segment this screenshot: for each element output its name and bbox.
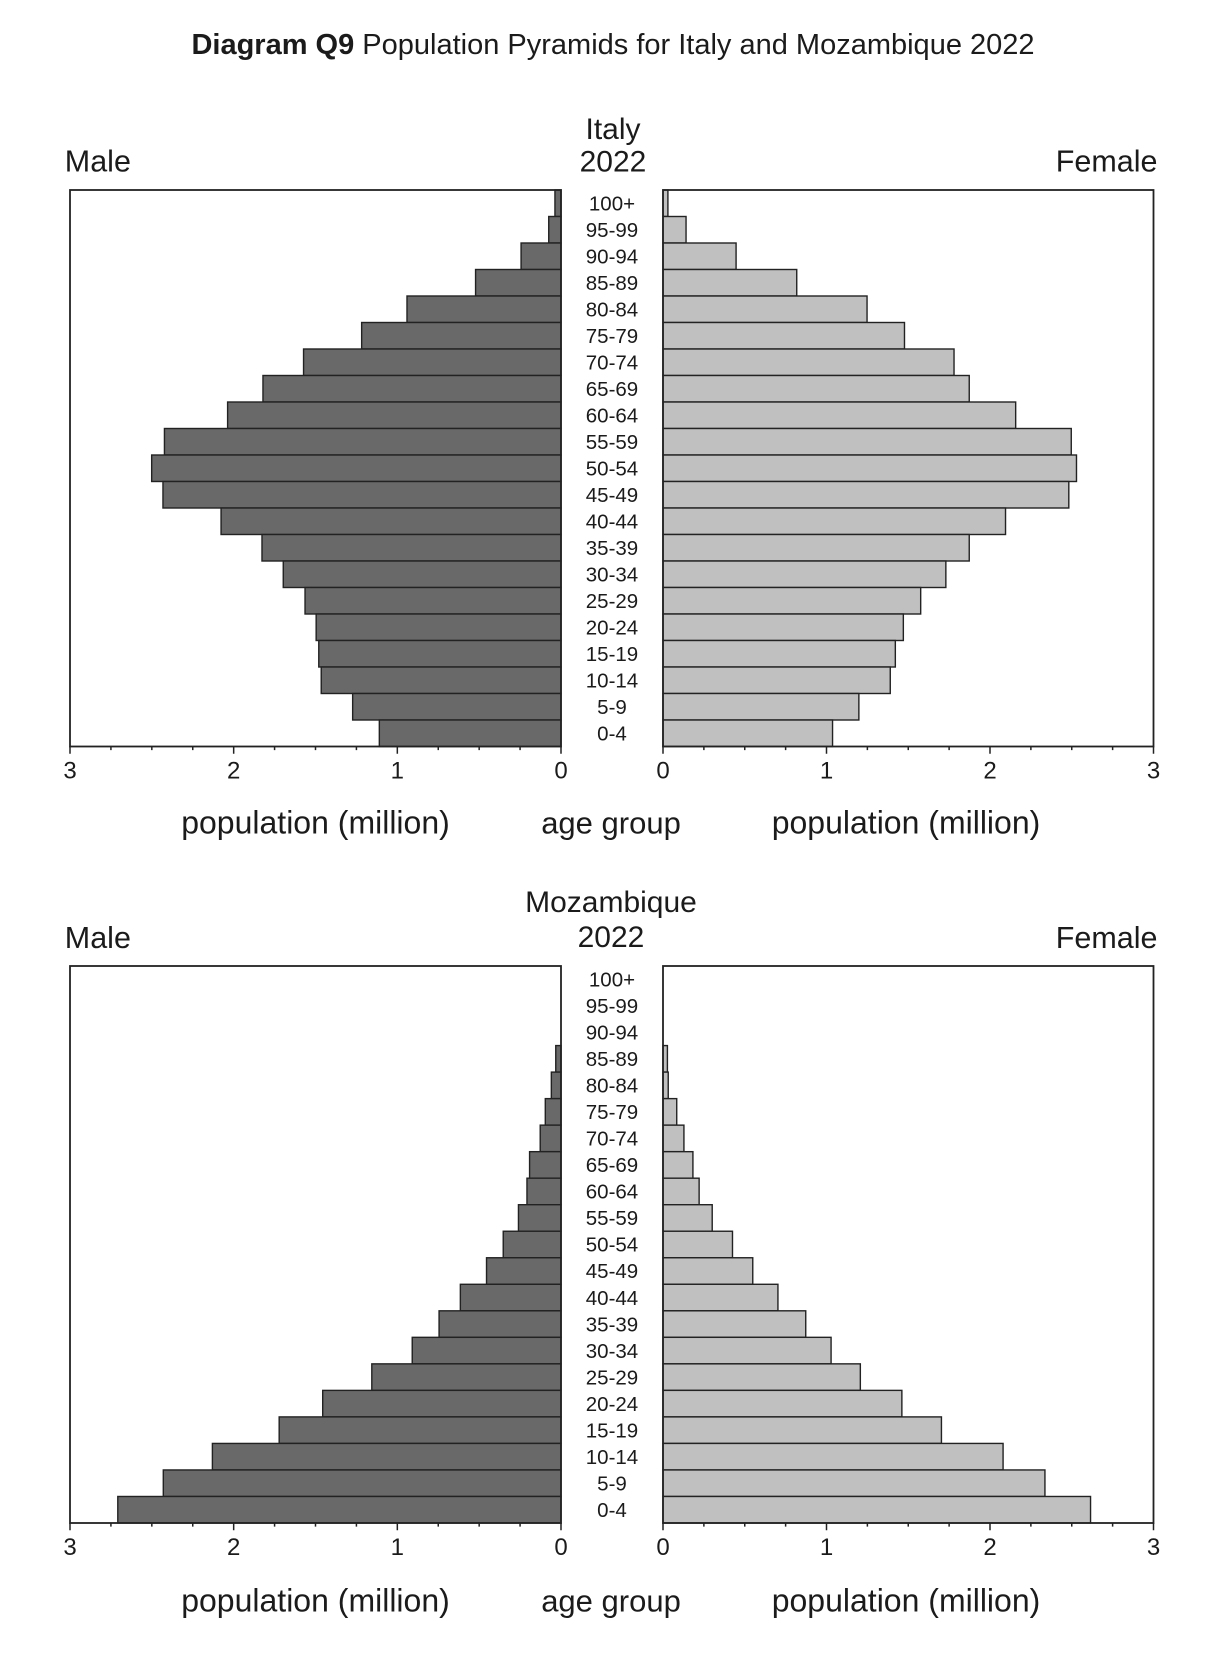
svg-text:5-9: 5-9 <box>597 696 627 719</box>
svg-text:5-9: 5-9 <box>597 1472 627 1495</box>
svg-text:60-64: 60-64 <box>586 1181 638 1204</box>
svg-text:75-79: 75-79 <box>586 325 638 348</box>
svg-text:35-39: 35-39 <box>586 537 638 560</box>
svg-text:70-74: 70-74 <box>586 1128 638 1151</box>
svg-text:55-59: 55-59 <box>586 1207 638 1230</box>
svg-text:100+: 100+ <box>589 968 635 991</box>
svg-text:30-34: 30-34 <box>586 563 638 586</box>
svg-text:2: 2 <box>983 1534 996 1561</box>
svg-text:10-14: 10-14 <box>586 669 638 692</box>
svg-text:95-99: 95-99 <box>586 219 638 242</box>
svg-text:2: 2 <box>227 758 240 785</box>
svg-text:25-29: 25-29 <box>586 590 638 613</box>
svg-text:65-69: 65-69 <box>586 378 638 401</box>
svg-text:0: 0 <box>656 1534 669 1561</box>
svg-text:3: 3 <box>1147 758 1160 785</box>
svg-text:40-44: 40-44 <box>586 510 638 533</box>
svg-text:2: 2 <box>227 1534 240 1561</box>
svg-text:2022: 2022 <box>580 145 647 178</box>
svg-text:100+: 100+ <box>589 192 635 215</box>
svg-text:Female: Female <box>1056 921 1158 955</box>
svg-text:Male: Male <box>65 921 131 955</box>
svg-text:60-64: 60-64 <box>586 404 638 427</box>
svg-text:85-89: 85-89 <box>586 1048 638 1071</box>
svg-text:age group: age group <box>541 806 681 841</box>
svg-text:95-99: 95-99 <box>586 995 638 1018</box>
svg-text:0: 0 <box>554 758 567 785</box>
svg-text:70-74: 70-74 <box>586 351 638 374</box>
svg-text:1: 1 <box>820 1534 833 1561</box>
svg-text:population (million): population (million) <box>181 1583 450 1619</box>
svg-text:45-49: 45-49 <box>586 1260 638 1283</box>
svg-text:20-24: 20-24 <box>586 1393 638 1416</box>
svg-text:population (million): population (million) <box>772 1583 1041 1619</box>
svg-text:2: 2 <box>983 758 996 785</box>
svg-text:1: 1 <box>820 758 833 785</box>
svg-text:age group: age group <box>541 1584 681 1619</box>
svg-text:80-84: 80-84 <box>586 1075 638 1098</box>
svg-text:0-4: 0-4 <box>597 722 627 745</box>
svg-text:0: 0 <box>554 1534 567 1561</box>
svg-text:0-4: 0-4 <box>597 1499 627 1522</box>
svg-text:1: 1 <box>391 758 404 785</box>
svg-text:35-39: 35-39 <box>586 1313 638 1336</box>
svg-text:85-89: 85-89 <box>586 272 638 295</box>
svg-text:10-14: 10-14 <box>586 1446 638 1469</box>
svg-text:55-59: 55-59 <box>586 431 638 454</box>
svg-text:0: 0 <box>656 758 669 785</box>
svg-text:50-54: 50-54 <box>586 457 638 480</box>
svg-text:1: 1 <box>391 1534 404 1561</box>
svg-text:65-69: 65-69 <box>586 1154 638 1177</box>
svg-text:Male: Male <box>65 145 131 179</box>
svg-text:3: 3 <box>63 1534 76 1561</box>
svg-text:80-84: 80-84 <box>586 298 638 321</box>
svg-text:50-54: 50-54 <box>586 1234 638 1257</box>
svg-text:75-79: 75-79 <box>586 1101 638 1124</box>
svg-text:15-19: 15-19 <box>586 1419 638 1442</box>
svg-text:45-49: 45-49 <box>586 484 638 507</box>
svg-text:Mozambique: Mozambique <box>525 886 697 919</box>
svg-text:25-29: 25-29 <box>586 1366 638 1389</box>
svg-text:Diagram Q9 Population Pyramids: Diagram Q9 Population Pyramids for Italy… <box>191 29 1034 61</box>
svg-text:90-94: 90-94 <box>586 245 638 268</box>
svg-text:3: 3 <box>63 758 76 785</box>
svg-text:30-34: 30-34 <box>586 1340 638 1363</box>
svg-text:90-94: 90-94 <box>586 1022 638 1045</box>
svg-text:20-24: 20-24 <box>586 616 638 639</box>
svg-text:40-44: 40-44 <box>586 1287 638 1310</box>
svg-text:2022: 2022 <box>578 921 645 954</box>
svg-text:3: 3 <box>1147 1534 1160 1561</box>
svg-text:population (million): population (million) <box>772 805 1041 841</box>
svg-text:Italy: Italy <box>585 113 640 146</box>
svg-text:15-19: 15-19 <box>586 643 638 666</box>
svg-text:Female: Female <box>1056 144 1158 178</box>
svg-text:population (million): population (million) <box>181 805 450 841</box>
